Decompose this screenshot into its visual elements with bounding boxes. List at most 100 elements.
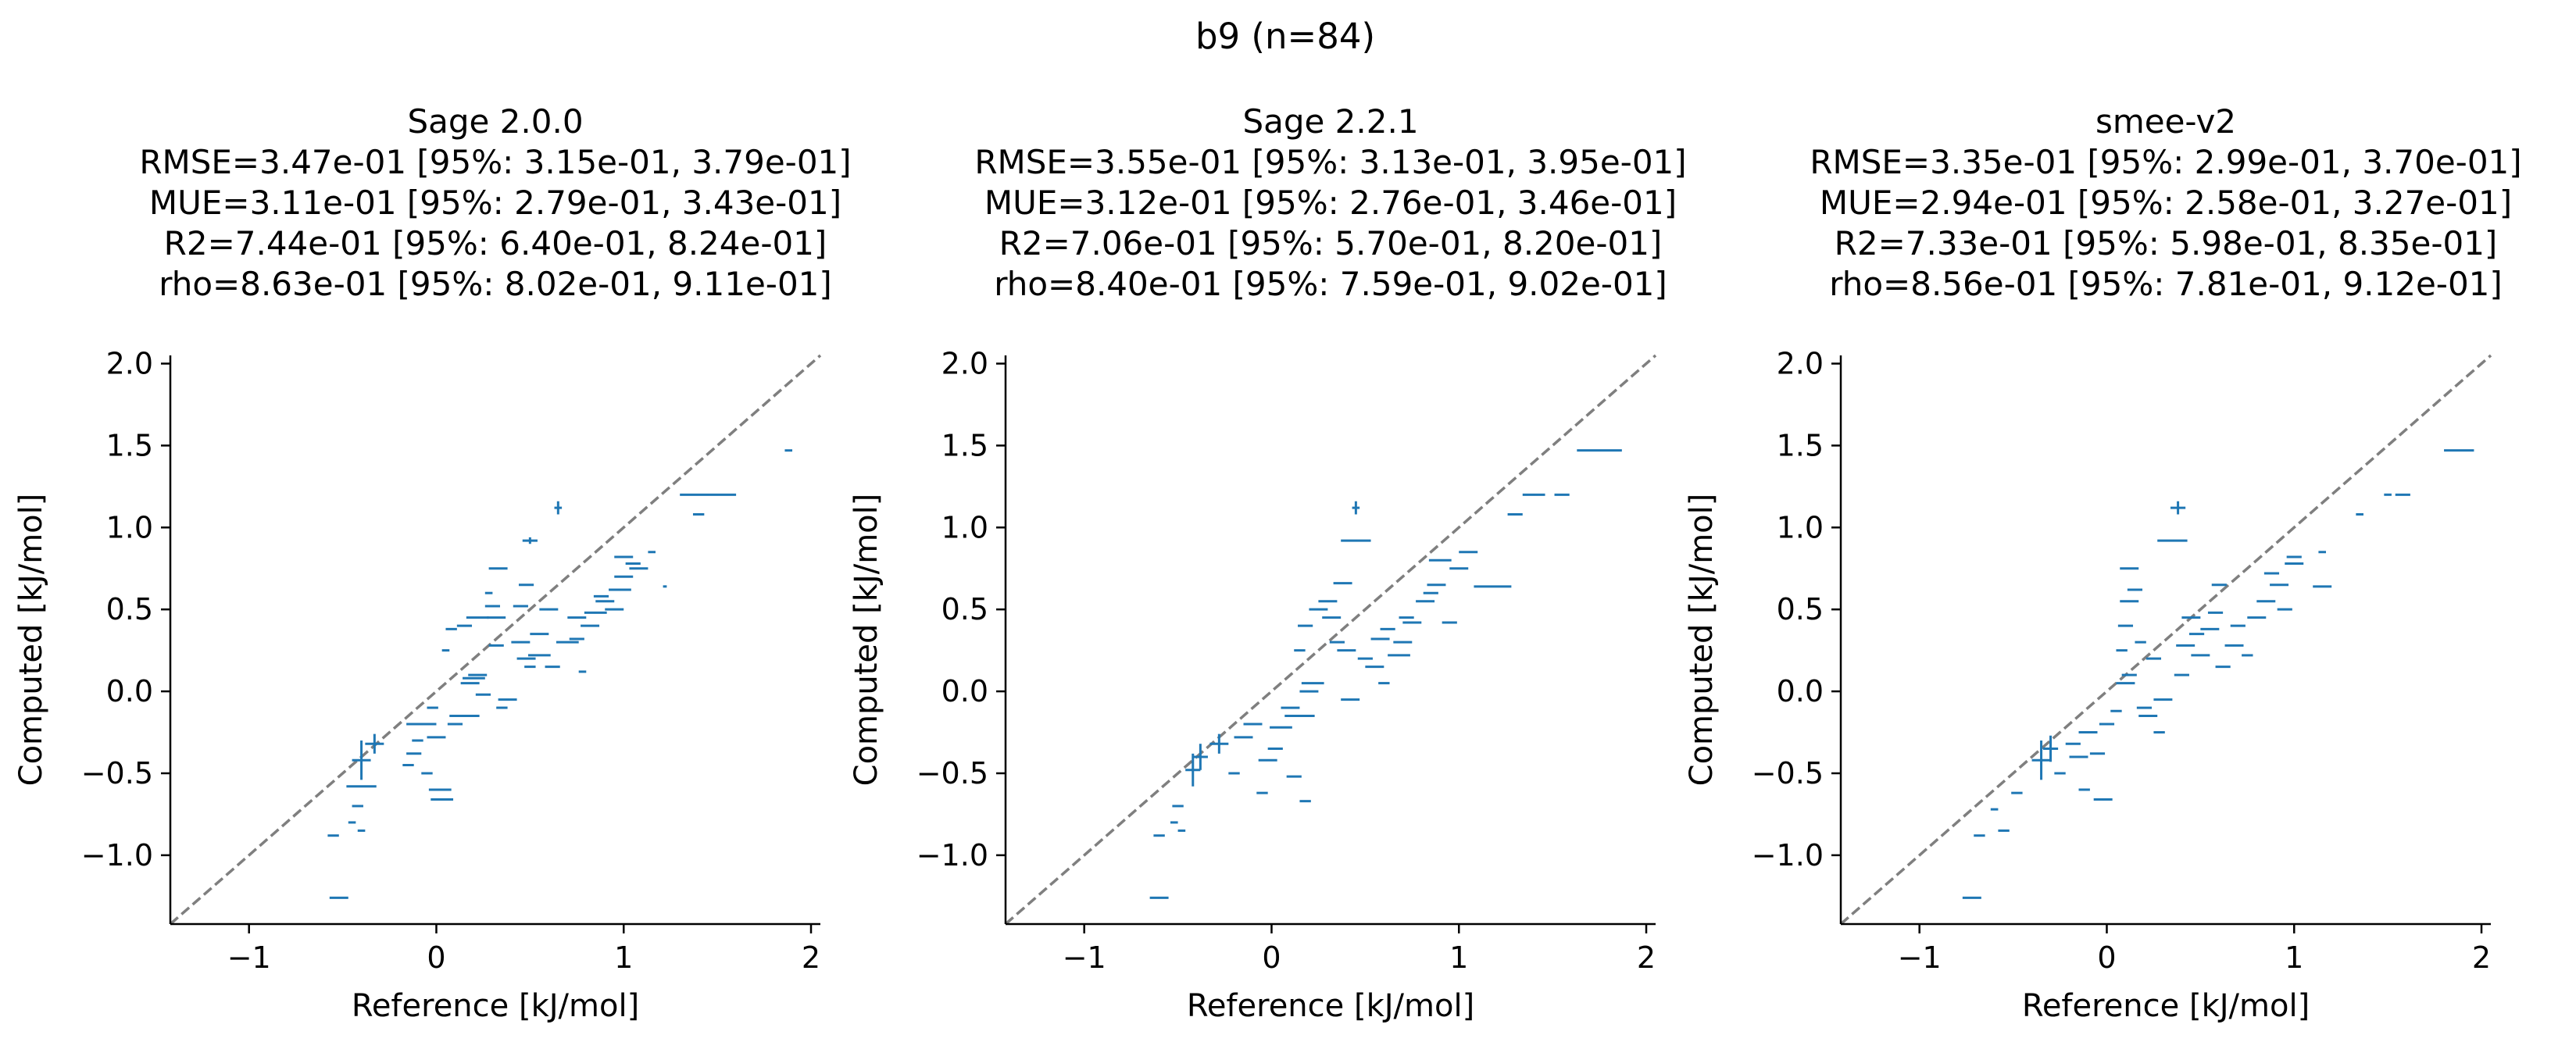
identity-line (169, 354, 822, 926)
data-point (1990, 808, 1999, 811)
data-point (513, 605, 528, 608)
x-tick-label: 2 (802, 940, 820, 975)
data-point (352, 805, 363, 808)
data-point (2069, 755, 2088, 758)
data-point (1522, 493, 1545, 496)
data-point (1428, 558, 1452, 562)
data-point (1577, 449, 1622, 452)
data-point (1286, 775, 1302, 778)
y-tick-label: 0.0 (941, 674, 988, 708)
data-point (2444, 449, 2474, 452)
panel-stat-line: MUE=2.94e-01 [95%: 2.58e-01, 3.27e-01] (1820, 184, 2512, 222)
data-point (1357, 657, 1373, 660)
data-point (2313, 585, 2332, 588)
data-point (365, 733, 384, 754)
data-point (1341, 698, 1360, 701)
data-point (2078, 788, 2090, 791)
data-point (1388, 654, 1410, 657)
panel-stat-line: RMSE=3.55e-01 [95%: 3.13e-01, 3.95e-01] (974, 143, 1686, 181)
data-point (2230, 624, 2246, 627)
data-point (2224, 644, 2244, 647)
data-point (516, 657, 536, 660)
panel-stat-line: MUE=3.11e-01 [95%: 2.79e-01, 3.43e-01] (149, 184, 841, 222)
x-tick-label: 1 (2285, 940, 2303, 975)
x-tick-label: −1 (1898, 940, 1942, 975)
data-point (460, 682, 480, 685)
data-point (1294, 649, 1306, 652)
data-point (1281, 706, 1300, 709)
data-point (327, 834, 339, 837)
data-point (487, 616, 506, 619)
data-point (431, 798, 454, 801)
data-point (1459, 551, 1478, 554)
data-point (1998, 829, 2010, 832)
y-tick-label: 2.0 (106, 346, 153, 380)
data-point (1299, 800, 1311, 803)
data-point (784, 449, 793, 452)
data-point (484, 591, 493, 594)
y-tick-label: 1.5 (941, 428, 988, 462)
y-tick-label: −0.5 (81, 756, 153, 790)
data-point (2065, 742, 2081, 745)
y-tick-label: 0.5 (941, 592, 988, 626)
data-point (1209, 733, 1229, 754)
data-point (1474, 585, 1512, 588)
x-tick-label: 0 (2097, 940, 2116, 975)
y-tick-label: 0.0 (106, 674, 153, 708)
y-tick-label: −0.5 (916, 756, 988, 790)
data-point (1449, 567, 1469, 570)
identity-line (1004, 354, 1657, 926)
data-point (2127, 588, 2143, 591)
data-point (1399, 616, 1414, 619)
data-point (2215, 666, 2231, 669)
data-point (484, 605, 500, 608)
data-point (1507, 513, 1523, 516)
data-point (522, 537, 538, 544)
data-point (466, 616, 489, 619)
data-point (2121, 673, 2137, 676)
data-point (428, 788, 452, 791)
data-point (1974, 834, 1985, 837)
y-tick-label: 1.0 (941, 510, 988, 544)
data-point (1228, 772, 1240, 775)
data-point (1442, 621, 1457, 624)
y-tick-label: 0.5 (1777, 592, 1824, 626)
data-point (348, 821, 356, 824)
data-point (2054, 772, 2066, 775)
data-point (539, 608, 559, 611)
data-point (449, 715, 480, 718)
data-point (2110, 709, 2122, 712)
data-point (1270, 726, 1292, 729)
y-tick-label: −0.5 (1752, 756, 1824, 790)
data-point (1378, 682, 1390, 685)
data-point (2011, 791, 2023, 794)
data-point (488, 567, 508, 570)
panel-title: smee-v2 (2095, 102, 2236, 141)
data-point (468, 673, 488, 676)
data-point (1318, 600, 1338, 603)
data-point (1177, 829, 1186, 832)
x-axis-label: Reference [kJ/mol] (2022, 988, 2310, 1024)
data-point (402, 763, 414, 766)
data-point (614, 575, 634, 578)
data-point (1393, 641, 1413, 644)
y-tick-label: 0.5 (106, 592, 153, 626)
panel-stat-line: MUE=3.12e-01 [95%: 2.76e-01, 3.46e-01] (984, 184, 1677, 222)
data-point (352, 740, 371, 780)
data-point (1427, 583, 1446, 587)
data-point (1337, 649, 1356, 652)
data-point (614, 555, 634, 558)
identity-line (1839, 354, 2492, 926)
figure-suptitle: b9 (n=84) (1195, 16, 1375, 57)
x-tick-label: 2 (1637, 940, 1656, 975)
data-point (625, 562, 641, 565)
x-tick-label: 1 (614, 940, 633, 975)
data-point (593, 594, 609, 598)
x-tick-label: 0 (1262, 940, 1281, 975)
panel-stat-line: rho=8.56e-01 [95%: 7.81e-01, 9.12e-01] (1829, 265, 2503, 303)
